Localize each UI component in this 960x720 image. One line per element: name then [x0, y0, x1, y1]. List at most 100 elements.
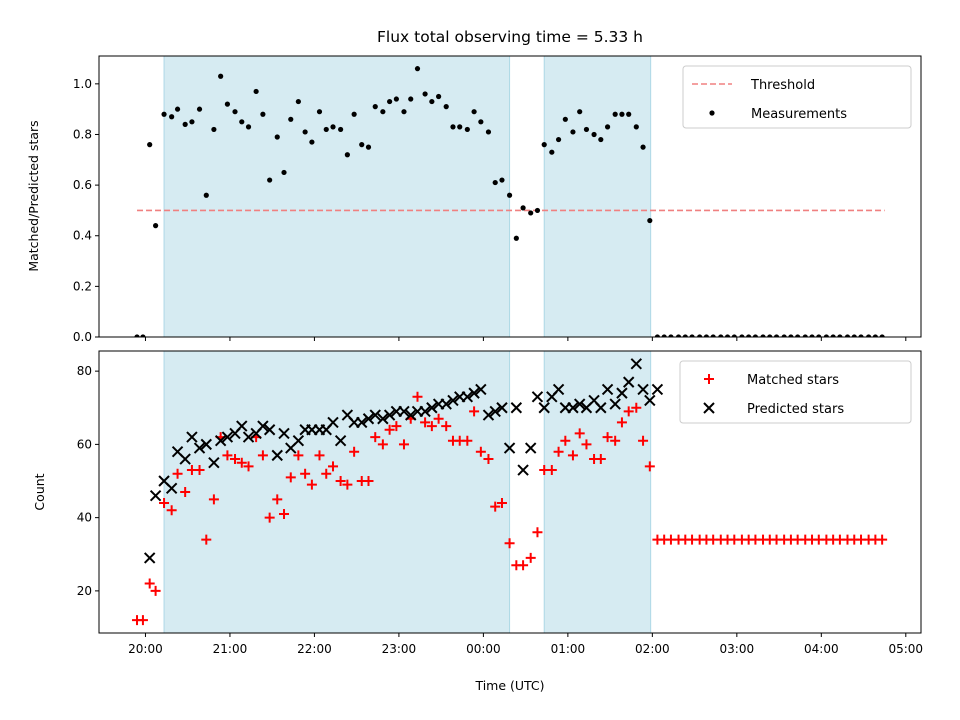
- data-point: [637, 383, 649, 396]
- data-point: [567, 402, 579, 414]
- data-point: [165, 482, 178, 495]
- data-point: [193, 442, 206, 454]
- panel-1-data: [134, 56, 885, 337]
- data-point: [182, 121, 188, 127]
- data-point: [823, 334, 829, 337]
- data-point: [534, 207, 541, 214]
- data-point: [412, 391, 423, 402]
- x-tick-label: 05:00: [888, 642, 923, 656]
- y-tick-label: 0.6: [73, 178, 92, 192]
- data-point: [668, 334, 674, 337]
- data-point: [517, 464, 529, 476]
- legend-x-marker: [703, 402, 715, 414]
- panel-2-data: [132, 351, 888, 633]
- y-tick-label: 0.2: [73, 279, 92, 293]
- data-point: [598, 136, 604, 143]
- data-point: [872, 334, 878, 337]
- data-point: [334, 435, 347, 447]
- data-point: [330, 124, 336, 130]
- data-point: [372, 104, 378, 110]
- x-tick-label: 02:00: [635, 642, 670, 656]
- data-point: [194, 465, 205, 476]
- data-point: [485, 129, 492, 135]
- data-point: [323, 126, 329, 133]
- data-point: [257, 420, 269, 432]
- data-point: [208, 456, 220, 469]
- data-point: [482, 409, 495, 421]
- data-point: [242, 431, 255, 443]
- data-point: [731, 334, 737, 337]
- data-point: [422, 91, 428, 97]
- data-point: [222, 450, 233, 461]
- data-point: [169, 114, 175, 120]
- data-point: [591, 131, 597, 138]
- legend-plus-marker: [704, 374, 714, 384]
- data-point: [528, 210, 534, 216]
- data-point: [429, 98, 435, 105]
- data-point: [595, 454, 606, 465]
- data-point: [524, 442, 537, 454]
- data-point: [384, 424, 395, 435]
- data-point: [638, 435, 649, 446]
- shaded-interval-1: [163, 351, 511, 633]
- data-point: [513, 235, 519, 241]
- data-point: [518, 560, 529, 571]
- data-point: [675, 334, 682, 337]
- data-point: [490, 501, 501, 512]
- data-point: [478, 119, 484, 125]
- data-point: [377, 439, 388, 450]
- data-point: [555, 136, 562, 143]
- data-point: [601, 383, 614, 396]
- data-point: [538, 402, 550, 414]
- y-tick-label: 0.0: [73, 330, 92, 344]
- data-point: [457, 124, 463, 130]
- data-point: [342, 479, 353, 490]
- legend-dot-marker: [709, 110, 715, 116]
- data-point: [218, 73, 224, 79]
- legend: Threshold Measurements: [682, 65, 912, 129]
- data-point: [469, 406, 480, 417]
- data-point: [851, 334, 857, 337]
- data-point: [433, 413, 444, 424]
- data-point: [279, 508, 290, 519]
- data-point: [574, 428, 585, 439]
- data-point: [143, 552, 156, 564]
- data-point: [196, 106, 203, 112]
- data-point: [475, 383, 487, 396]
- data-point: [230, 454, 241, 465]
- data-point: [316, 109, 323, 115]
- x-tick-label: 00:00: [466, 642, 501, 656]
- data-point: [264, 512, 275, 523]
- data-point: [630, 358, 643, 370]
- data-point: [302, 129, 308, 135]
- data-point: [327, 416, 339, 429]
- y-tick-label: 20: [77, 584, 92, 598]
- data-point: [464, 126, 470, 133]
- plot-layer: 0.0 0.2 0.4 0.6 0.8 1.0 Threshold Measurements 2…: [73, 55, 923, 656]
- data-point: [200, 438, 212, 451]
- data-point: [363, 476, 374, 487]
- data-point: [510, 402, 523, 414]
- data-point: [398, 405, 410, 418]
- data-point: [288, 116, 294, 122]
- x-tick-label: 21:00: [213, 642, 248, 656]
- data-point: [553, 446, 564, 457]
- data-point: [520, 205, 526, 211]
- data-point: [208, 494, 219, 505]
- data-point: [351, 111, 357, 117]
- data-point: [866, 334, 872, 337]
- x-tick-label: 01:00: [551, 642, 586, 656]
- panel-1: 0.0 0.2 0.4 0.6 0.8 1.0 Threshold Measurements: [73, 55, 922, 344]
- legend-box: [679, 360, 912, 424]
- data-point: [746, 334, 752, 337]
- data-point: [344, 152, 350, 158]
- data-point: [387, 98, 393, 105]
- data-point: [380, 109, 386, 115]
- top-panel-y-axis-label: Matched/Predicted stars: [26, 120, 41, 271]
- data-point: [682, 334, 688, 337]
- data-point: [338, 126, 344, 133]
- data-point: [471, 109, 477, 115]
- y-tick-label: 40: [77, 511, 92, 525]
- shaded-interval-1: [163, 56, 511, 337]
